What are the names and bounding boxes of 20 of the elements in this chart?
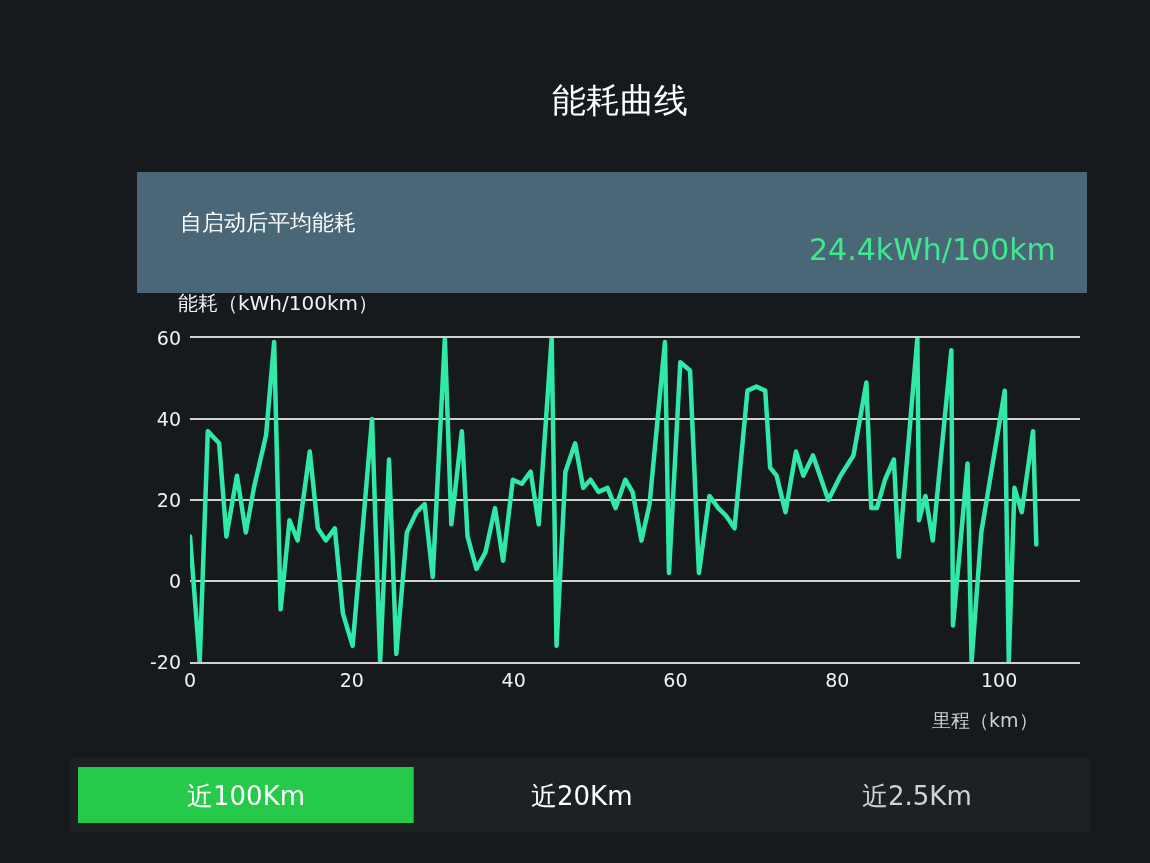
text: 近2.5Km xyxy=(862,781,972,811)
text: 24.4kWh/100km xyxy=(809,232,1056,267)
y-tick-label: 40 xyxy=(156,407,181,430)
y-tick-label: -20 xyxy=(149,650,181,673)
y-tick-label: 0 xyxy=(168,569,181,592)
chart-subtitle: 自启动后平均能耗 xyxy=(180,210,356,235)
chart-title: 能耗曲线 xyxy=(552,79,688,120)
y-axis-title: 能耗（kWh/100km） xyxy=(178,291,379,315)
line-series xyxy=(190,338,1039,662)
x-axis-title: 里程（km） xyxy=(932,709,1038,731)
y-tick-label: 60 xyxy=(156,326,181,349)
x-tick-label: 80 xyxy=(825,668,850,691)
y-tick-label: 20 xyxy=(156,488,181,511)
x-tick-label: 60 xyxy=(663,668,688,691)
x-tick-label: 0 xyxy=(183,668,197,691)
text: 近100Km xyxy=(187,781,306,811)
text: 近20Km xyxy=(531,781,633,811)
x-tick-label: 40 xyxy=(501,668,526,691)
x-tick-label: 100 xyxy=(980,668,1018,691)
x-tick-label: 20 xyxy=(339,668,364,691)
